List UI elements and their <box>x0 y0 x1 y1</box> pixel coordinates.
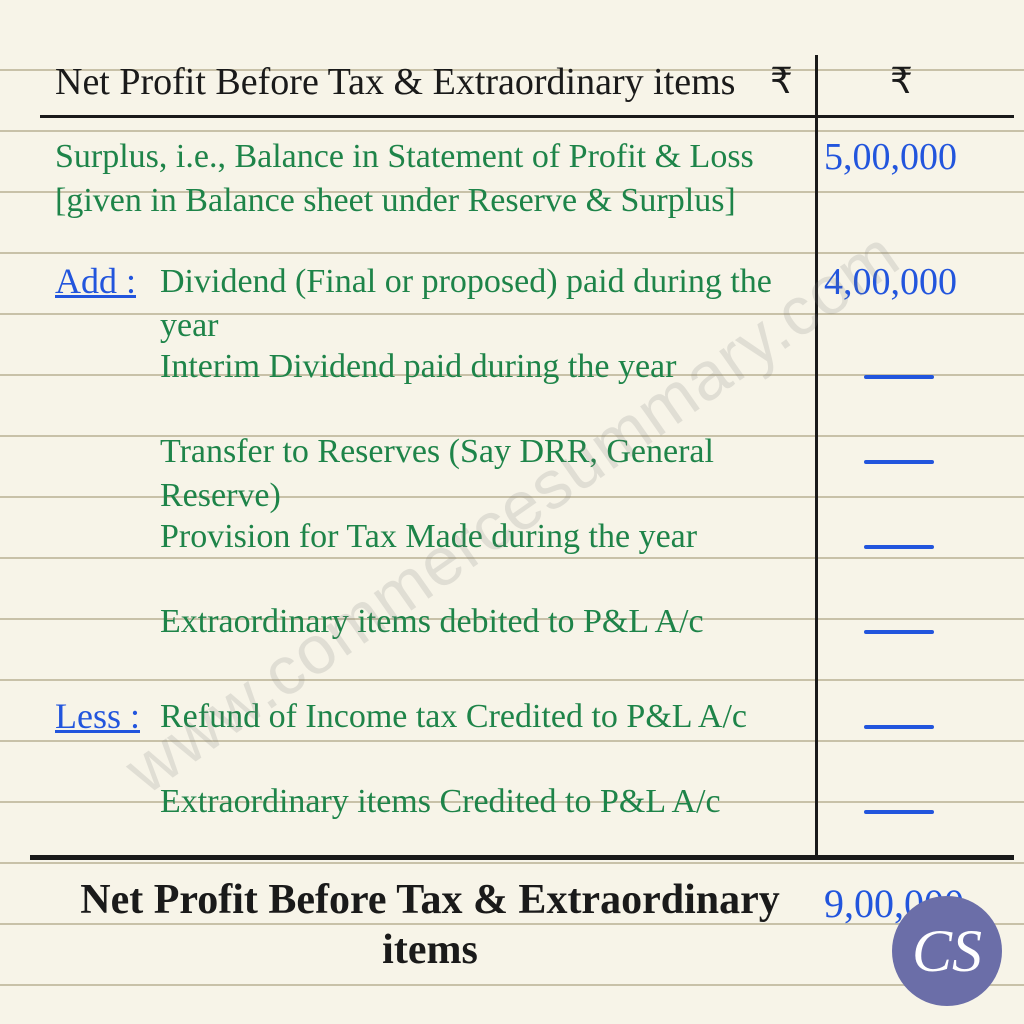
label-less: Less : <box>55 695 140 737</box>
row-text: Extraordinary items Credited to P&L A/c <box>160 780 721 824</box>
total-row: Net Profit Before Tax & Extraordinary it… <box>60 875 800 976</box>
header-title: Net Profit Before Tax & Extraordinary it… <box>55 60 735 104</box>
label-add: Add : <box>55 260 136 302</box>
cs-logo-badge: CS <box>892 896 1002 1006</box>
row-refund: Refund of Income tax Credited to P&L A/c <box>160 695 800 739</box>
amount-dividend: 4,00,000 <box>824 260 1014 304</box>
row-text: Provision for Tax Made during the year <box>160 515 697 559</box>
total-rule <box>30 855 1014 860</box>
row-provision: Provision for Tax Made during the year <box>160 515 800 559</box>
total-label: Net Profit Before Tax & Extraordinary it… <box>60 875 800 976</box>
ruled-paper: www.commercesummary.com Net Profit Befor… <box>0 0 1024 1024</box>
row-text: Refund of Income tax Credited to P&L A/c <box>160 695 747 739</box>
row-text: Interim Dividend paid during the year <box>160 345 676 389</box>
row-text: Dividend (Final or proposed) paid during… <box>160 260 800 348</box>
row-transfer: Transfer to Reserves (Say DRR, General R… <box>160 430 800 518</box>
row-dividend: Dividend (Final or proposed) paid during… <box>160 260 800 348</box>
row-extra-credit: Extraordinary items Credited to P&L A/c <box>160 780 800 824</box>
column-divider <box>815 55 818 860</box>
amount-extra-credit <box>824 780 1014 824</box>
amount-provision <box>824 515 1014 559</box>
row-text: Surplus, i.e., Balance in Statement of P… <box>55 135 754 223</box>
row-interim: Interim Dividend paid during the year <box>160 345 800 389</box>
row-surplus: Surplus, i.e., Balance in Statement of P… <box>55 135 805 223</box>
cs-logo-text: CS <box>912 917 982 986</box>
header-row: Net Profit Before Tax & Extraordinary it… <box>55 60 805 104</box>
amount-interim <box>824 345 1014 389</box>
row-text: Extraordinary items debited to P&L A/c <box>160 600 704 644</box>
currency-col1: ₹ <box>770 60 793 102</box>
amount-surplus: 5,00,000 <box>824 135 1014 179</box>
amount-transfer <box>824 430 1014 474</box>
table-content: Net Profit Before Tax & Extraordinary it… <box>0 0 1024 1024</box>
amount-refund <box>824 695 1014 739</box>
row-text: Transfer to Reserves (Say DRR, General R… <box>160 430 800 518</box>
currency-col2: ₹ <box>890 60 913 102</box>
amount-extra-debit <box>824 600 1014 644</box>
header-rule <box>40 115 1014 118</box>
row-extra-debit: Extraordinary items debited to P&L A/c <box>160 600 800 644</box>
